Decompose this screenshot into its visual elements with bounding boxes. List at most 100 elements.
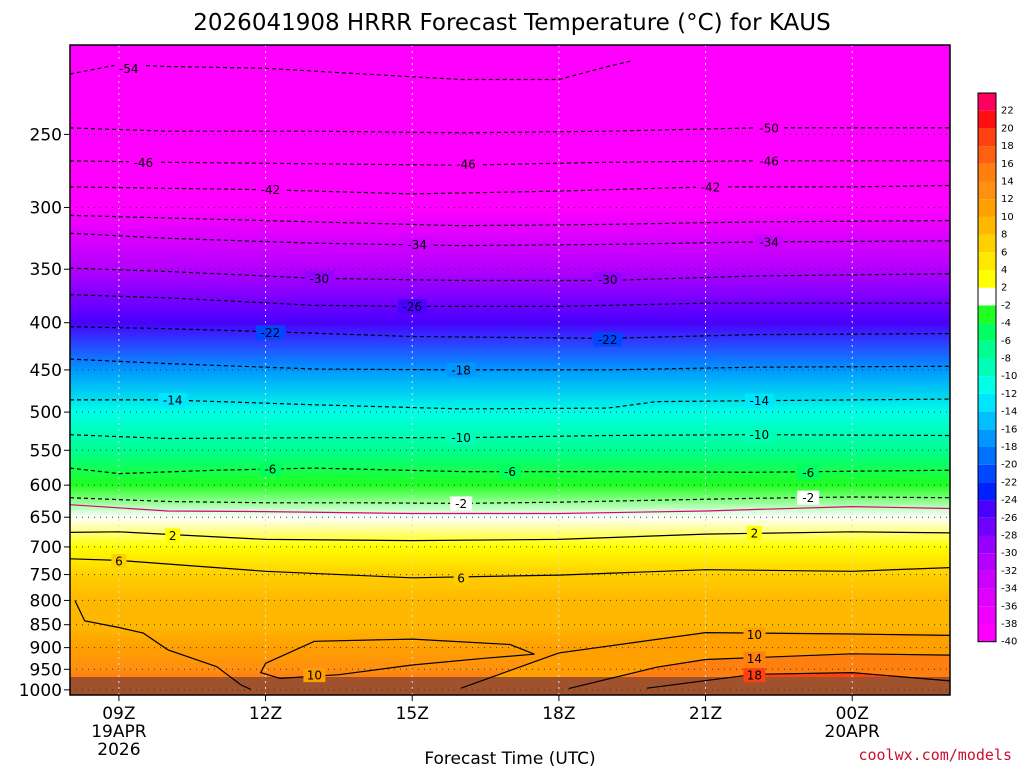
colorbar-tick-label: -34 bbox=[1001, 584, 1017, 595]
isotherm-label-bg bbox=[453, 570, 469, 585]
y-tick-label: 400 bbox=[30, 314, 62, 334]
isotherm-label: -26 bbox=[402, 300, 422, 314]
plot-area: -54-50-46 -46 -46-42 -42-34 -34-30 -30-26-22-… bbox=[70, 45, 950, 695]
x-tick-label: 2026 bbox=[97, 740, 140, 760]
isotherm-label-bg bbox=[744, 393, 774, 408]
isotherm-18 bbox=[646, 671, 950, 689]
colorbar-swatch bbox=[978, 270, 996, 288]
isotherm-10 bbox=[460, 631, 950, 689]
isotherm-label: -46 bbox=[456, 157, 476, 171]
colorbar-swatch bbox=[978, 110, 996, 129]
ground-layer bbox=[70, 677, 950, 695]
colorbar-tick-label: -16 bbox=[1001, 424, 1017, 435]
colorbar-tick-label: -22 bbox=[1001, 477, 1017, 488]
colorbar-tick-label: -6 bbox=[1001, 336, 1011, 347]
colorbar-swatch bbox=[978, 340, 996, 359]
isotherm-0 bbox=[70, 504, 950, 515]
x-tick-label: 20APR bbox=[825, 722, 881, 742]
colorbar-swatch bbox=[978, 305, 996, 324]
y-tick-label: 300 bbox=[30, 198, 62, 218]
colorbar-tick-label: -32 bbox=[1001, 566, 1017, 577]
colorbar-tick-label: -40 bbox=[1001, 637, 1017, 648]
isotherm-label: 14 bbox=[747, 652, 762, 666]
isotherm-label: -34 bbox=[759, 235, 779, 249]
colorbar-swatch bbox=[978, 553, 996, 571]
colorbar-swatch bbox=[978, 393, 996, 412]
isotherm-label-bg bbox=[303, 668, 326, 683]
colorbar-swatch bbox=[978, 464, 996, 483]
colorbar-tick-label: -26 bbox=[1001, 513, 1017, 524]
isotherm-label-bg bbox=[446, 430, 476, 445]
y-tick-label: 800 bbox=[30, 591, 62, 611]
y-tick-label: 650 bbox=[30, 508, 62, 528]
colorbar-swatch bbox=[978, 606, 996, 624]
colorbar-tick-label: 20 bbox=[1001, 123, 1014, 134]
temperature-field bbox=[70, 45, 950, 695]
colorbar-swatch bbox=[978, 411, 996, 430]
y-tick-label: 550 bbox=[30, 441, 62, 461]
colorbar-swatch bbox=[978, 199, 996, 217]
colorbar-swatch bbox=[978, 181, 996, 200]
isotherm-label-bg bbox=[743, 668, 766, 683]
colorbar-tick-label: -28 bbox=[1001, 531, 1017, 542]
isotherm-label: -18 bbox=[451, 363, 471, 377]
isotherm-label: 2 bbox=[751, 526, 759, 540]
isotherm--14 bbox=[70, 398, 950, 410]
colorbar-swatch bbox=[978, 570, 996, 589]
y-tick-label: 350 bbox=[30, 260, 62, 280]
colorbar-swatch bbox=[978, 447, 996, 465]
y-tick-label: 500 bbox=[30, 403, 62, 423]
colorbar-tick-label: -24 bbox=[1001, 495, 1017, 506]
isotherm-label-bg bbox=[593, 272, 623, 287]
credit-text[interactable]: coolwx.com/models bbox=[858, 746, 1012, 764]
isotherm-label: -42 bbox=[261, 183, 281, 197]
y-tick-label: 900 bbox=[30, 639, 62, 659]
isotherm-label-bg bbox=[255, 325, 285, 340]
x-axis-label: Forecast Time (UTC) bbox=[424, 749, 595, 768]
colorbar-swatch bbox=[978, 500, 996, 518]
chart-title: 2026041908 HRRR Forecast Temperature (°C… bbox=[193, 10, 830, 36]
isotherm-label-bg bbox=[158, 392, 188, 407]
colorbar-swatch bbox=[978, 323, 996, 341]
colorbar-tick-label: -18 bbox=[1001, 442, 1017, 453]
isotherm-label-bg bbox=[111, 553, 127, 568]
isotherm-label-bg bbox=[797, 490, 820, 505]
isotherm-label: 6 bbox=[115, 554, 123, 568]
isotherm-label-bg bbox=[451, 156, 481, 171]
isotherm-label-bg bbox=[797, 465, 820, 480]
y-tick-label: 600 bbox=[30, 476, 62, 496]
isotherm-label: -10 bbox=[451, 431, 471, 445]
x-tick-label: 15Z bbox=[396, 704, 429, 724]
colorbar-tick-label: -36 bbox=[1001, 601, 1017, 612]
colorbar-tick-label: 2 bbox=[1001, 283, 1007, 294]
colorbar-tick-label: -38 bbox=[1001, 619, 1017, 630]
isotherm-label: -34 bbox=[407, 238, 427, 252]
isotherm-label: -42 bbox=[701, 180, 721, 194]
isotherm-label: -6 bbox=[504, 465, 516, 479]
isotherm-label-bg bbox=[165, 528, 181, 543]
isotherm-label: 10 bbox=[747, 628, 762, 642]
colorbar-tick-label: -14 bbox=[1001, 407, 1017, 418]
isotherm-2 bbox=[70, 531, 950, 542]
isotherm-label-bg bbox=[743, 651, 766, 666]
isotherm-label-bg bbox=[695, 179, 725, 194]
colorbar-tick-label: 22 bbox=[1001, 106, 1014, 117]
isotherm-label-bg bbox=[499, 464, 521, 479]
isotherm-label-bg bbox=[744, 427, 774, 442]
y-tick-label: 950 bbox=[30, 660, 62, 680]
isotherm--50 bbox=[70, 127, 950, 134]
y-tick-label: 450 bbox=[30, 361, 62, 381]
colorbar-tick-label: 6 bbox=[1001, 247, 1007, 258]
isotherm-10 bbox=[259, 638, 535, 680]
isotherm-label: -46 bbox=[759, 154, 779, 168]
colorbar-swatch bbox=[978, 163, 996, 182]
isotherm-label: -22 bbox=[261, 326, 281, 340]
isotherm-label: 6 bbox=[457, 571, 465, 585]
isotherm-label-bg bbox=[255, 182, 285, 197]
isotherm-label: 10 bbox=[307, 669, 322, 683]
isotherm-lines bbox=[70, 60, 950, 690]
isotherm-label-bg bbox=[746, 525, 762, 540]
colorbar-tick-label: -30 bbox=[1001, 548, 1017, 559]
isotherm-label: -2 bbox=[802, 491, 814, 505]
